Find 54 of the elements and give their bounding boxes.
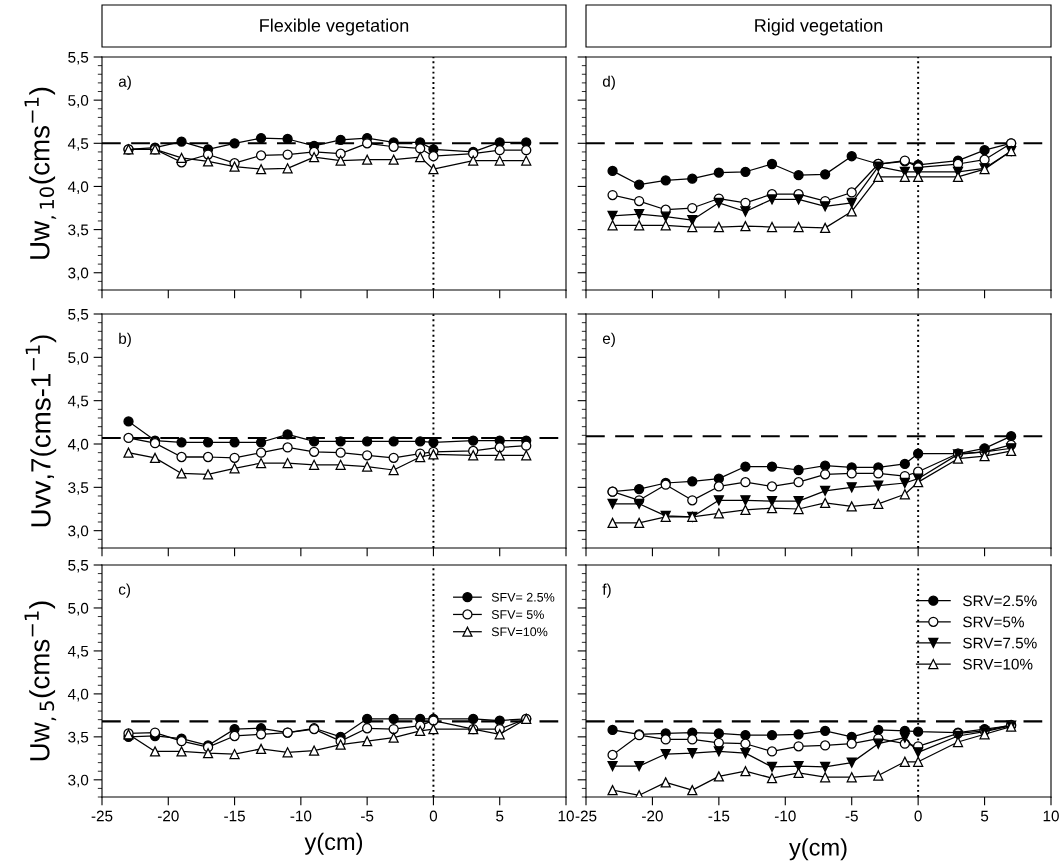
annotation: b) xyxy=(119,332,131,347)
y-tick-label: 4,0 xyxy=(67,181,89,194)
x-tick-label: -25 xyxy=(91,810,113,822)
y-axis-title: Uw$_{,5}$(cms$^{−1}$) xyxy=(24,601,57,761)
y-tick-label: 5,0 xyxy=(68,602,89,616)
y-tick-label: 3,5 xyxy=(68,731,89,745)
legend-label: SFV= 2.5% xyxy=(491,592,555,602)
legend-label: SRV=10% xyxy=(963,658,1033,670)
y-tick-label: 5,5 xyxy=(68,309,89,322)
y-tick-label: 3,5 xyxy=(68,224,89,238)
annotation: d) xyxy=(602,75,615,90)
y-tick-label: 3,0 xyxy=(68,267,89,281)
x-tick-label: 5 xyxy=(496,810,504,822)
y-tick-label: 5,5 xyxy=(68,52,89,65)
chart-title: Flexible vegetation xyxy=(260,18,409,36)
legend-label: SRV=5% xyxy=(963,616,1024,628)
legend-label: SRV=7.5% xyxy=(963,637,1037,649)
annotation: c) xyxy=(118,583,131,598)
legend-label: SRV=2.5% xyxy=(963,595,1037,607)
y-tick-label: 4,5 xyxy=(67,138,89,151)
x-axis-title: y(cm) xyxy=(304,832,363,855)
x-axis-title: y(cm) xyxy=(789,838,847,861)
y-tick-label: 5,0 xyxy=(68,352,89,365)
x-tick-label: -5 xyxy=(361,810,374,822)
x-tick-label: -5 xyxy=(845,810,858,822)
x-tick-label: -20 xyxy=(157,810,179,822)
y-tick-label: 3,0 xyxy=(68,525,89,539)
legend-label: SFV=10% xyxy=(491,627,548,637)
legend-label: SFV= 5% xyxy=(491,610,544,619)
x-tick-label: -15 xyxy=(708,810,730,822)
x-tick-label: -10 xyxy=(774,810,796,822)
y-tick-label: 5,0 xyxy=(68,95,89,108)
x-tick-label: -15 xyxy=(224,810,245,822)
x-tick-label: 10 xyxy=(1043,810,1059,822)
annotation: f) xyxy=(602,583,611,598)
y-tick-label: 5,5 xyxy=(68,560,89,573)
x-tick-label: 10 xyxy=(558,810,574,822)
y-axis-title: Uvv,7(cms-1$^{−1}$) xyxy=(25,335,57,527)
y-tick-label: 4,0 xyxy=(67,688,89,702)
y-tick-label: 4,5 xyxy=(67,395,89,409)
y-tick-label: 3,0 xyxy=(68,774,89,788)
chart-title: Rigid vegetation xyxy=(755,18,883,36)
annotation: e) xyxy=(602,332,615,347)
y-tick-label: 4,5 xyxy=(67,645,89,659)
x-tick-label: -20 xyxy=(642,810,663,822)
x-tick-label: -25 xyxy=(575,810,597,822)
y-tick-label: 3,5 xyxy=(68,482,89,495)
y-axis-title: Uw$_{,10}$(cms$^{−1}$) xyxy=(24,87,57,259)
x-tick-label: -10 xyxy=(290,810,312,822)
y-tick-label: 4,0 xyxy=(67,438,89,452)
x-tick-label: 5 xyxy=(980,810,989,822)
x-tick-label: 0 xyxy=(914,810,922,822)
annotation: a) xyxy=(118,75,131,90)
x-tick-label: 0 xyxy=(429,810,438,822)
